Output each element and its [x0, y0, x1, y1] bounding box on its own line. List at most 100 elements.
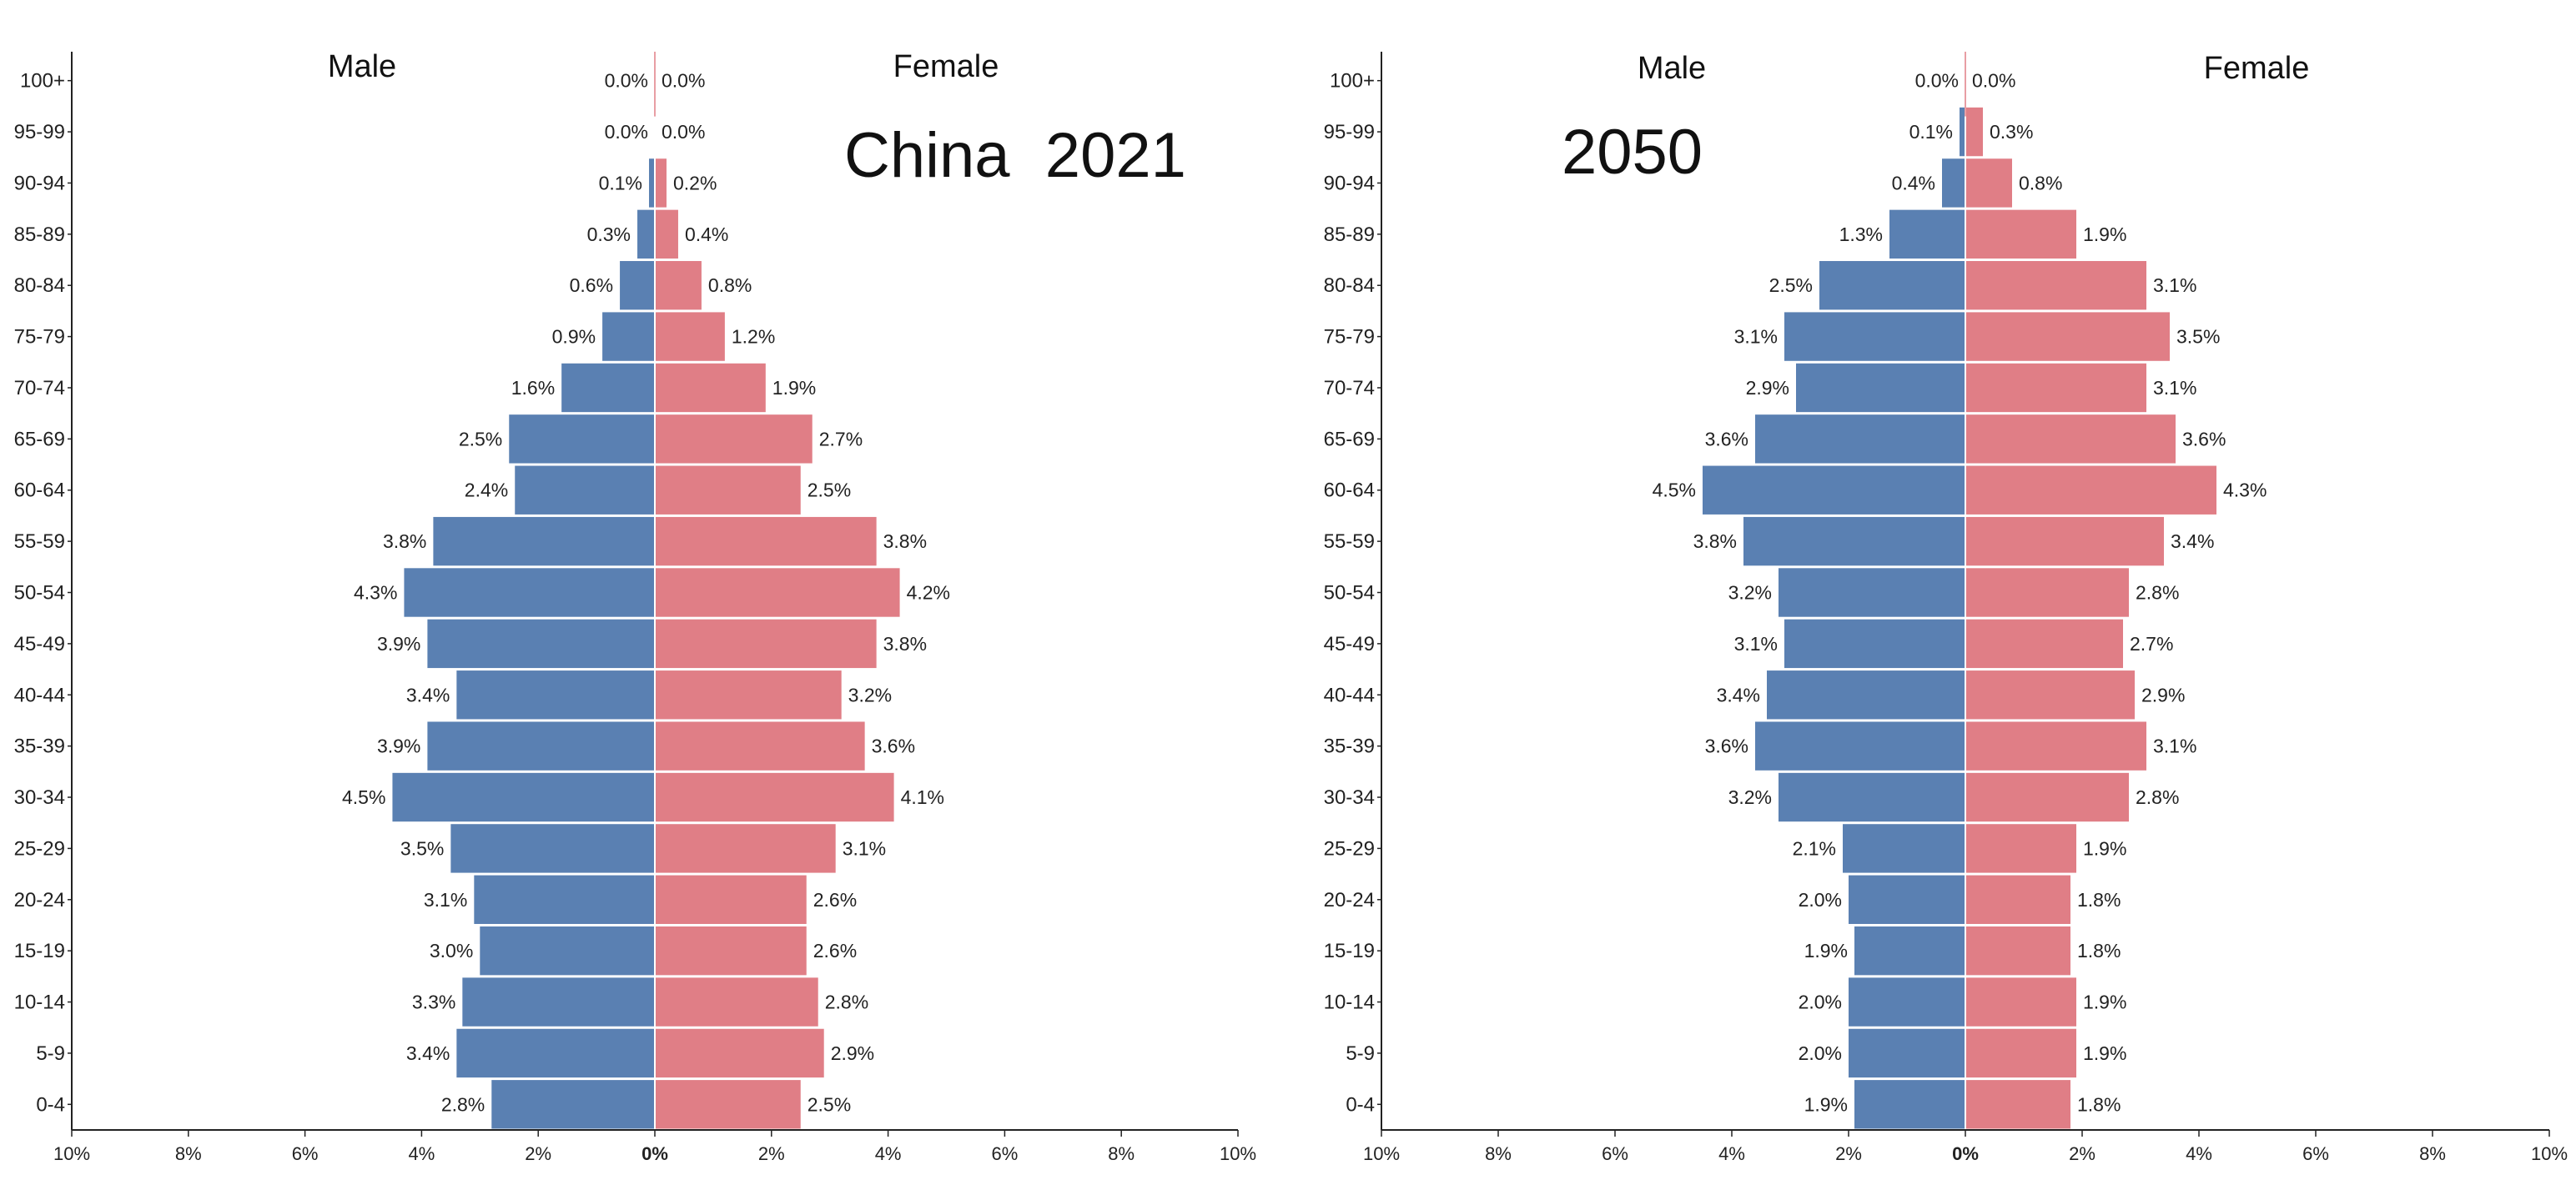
male-value-label: 2.0% — [1799, 1042, 1842, 1064]
male-value-label: 3.8% — [1693, 530, 1737, 552]
female-value-label: 1.9% — [772, 377, 816, 399]
female-value-label: 4.1% — [901, 786, 944, 808]
x-tick-label: 10% — [1220, 1143, 1256, 1164]
female-value-label: 0.4% — [685, 223, 728, 245]
age-group-label: 30-34 — [14, 786, 65, 809]
female-bar — [655, 875, 807, 924]
female-bar — [1965, 721, 2146, 771]
female-value-label: 4.2% — [907, 582, 950, 604]
female-value-label: 0.8% — [708, 274, 752, 296]
male-value-label: 3.6% — [1705, 428, 1748, 449]
x-tick-label: 4% — [875, 1143, 902, 1164]
male-bar — [1960, 107, 1965, 157]
male-value-label: 0.3% — [587, 223, 631, 245]
male-bar — [1854, 926, 1965, 976]
male-value-label: 3.5% — [400, 837, 444, 859]
male-bar — [1767, 670, 1965, 720]
male-bar — [1784, 619, 1965, 669]
female-bar — [655, 670, 842, 720]
female-bar — [655, 824, 836, 873]
male-value-label: 0.4% — [1892, 172, 1935, 193]
age-group-label: 0-4 — [1346, 1093, 1375, 1116]
female-value-label: 3.4% — [2171, 530, 2214, 552]
male-value-label: 3.3% — [412, 992, 455, 1013]
male-bar — [1784, 312, 1965, 361]
female-bar — [1965, 516, 2164, 566]
male-value-label: 3.9% — [377, 633, 420, 655]
female-value-label: 0.0% — [662, 70, 705, 92]
male-value-label: 2.5% — [459, 428, 502, 449]
male-bar — [1942, 158, 1965, 208]
age-group-label: 10-14 — [14, 992, 65, 1014]
male-bar — [1819, 261, 1965, 310]
male-bar — [620, 261, 655, 310]
female-value-label: 2.5% — [808, 1093, 851, 1115]
age-group-label: 5-9 — [1346, 1042, 1375, 1065]
age-group-label: 40-44 — [1324, 684, 1375, 706]
age-group-label: 75-79 — [14, 326, 65, 349]
female-value-label: 3.8% — [883, 530, 927, 552]
male-bar — [427, 721, 655, 771]
female-header: Female — [893, 49, 999, 84]
female-bar — [1965, 209, 2076, 259]
male-bar — [474, 875, 655, 924]
x-tick-label: 6% — [992, 1143, 1019, 1164]
female-bar — [655, 619, 877, 669]
age-group-label: 100+ — [20, 70, 65, 93]
female-bar — [655, 261, 702, 310]
male-bar — [649, 158, 655, 208]
male-value-label: 1.9% — [1804, 940, 1848, 962]
female-value-label: 3.2% — [848, 684, 892, 705]
male-bar — [561, 363, 655, 413]
male-bar — [456, 670, 655, 720]
age-group-label: 85-89 — [14, 223, 65, 246]
female-value-label: 0.2% — [673, 172, 717, 193]
male-value-label: 0.9% — [552, 326, 596, 348]
male-bar — [1889, 209, 1965, 259]
male-value-label: 3.1% — [1734, 633, 1778, 655]
female-value-label: 1.8% — [2077, 940, 2121, 962]
male-bar — [509, 414, 655, 464]
female-value-label: 1.2% — [732, 326, 775, 348]
female-value-label: 3.6% — [872, 736, 915, 757]
age-group-label: 60-64 — [1324, 480, 1375, 502]
female-bar — [655, 772, 894, 822]
female-bar — [655, 465, 801, 515]
male-value-label: 3.4% — [406, 1042, 450, 1064]
x-tick-label: 2% — [1835, 1143, 1862, 1164]
female-value-label: 3.1% — [2153, 736, 2196, 757]
male-bar — [462, 977, 655, 1027]
male-value-label: 3.2% — [1728, 582, 1772, 604]
age-group-label: 85-89 — [1324, 223, 1375, 246]
female-value-label: 2.9% — [831, 1042, 874, 1064]
female-bar — [655, 1080, 801, 1129]
female-value-label: 0.3% — [1990, 121, 2033, 143]
x-tick-label: 10% — [2531, 1143, 2568, 1164]
female-bar — [1965, 465, 2216, 515]
age-group-label: 90-94 — [1324, 172, 1375, 194]
x-tick-label: 8% — [1485, 1143, 1512, 1164]
male-value-label: 2.0% — [1799, 992, 1842, 1013]
female-value-label: 1.9% — [2083, 223, 2126, 245]
female-bar — [1965, 158, 2012, 208]
male-header: Male — [1638, 51, 1706, 86]
male-bar — [1849, 977, 1965, 1027]
x-tick-label: 4% — [2186, 1143, 2212, 1164]
female-value-label: 0.0% — [1972, 70, 2015, 92]
age-group-label: 30-34 — [1324, 786, 1375, 809]
pyramid-chart-2: 1.9% 1.8% 0-4 2.0% 1.9% 5-9 2.0% 1.9% 10-14 1.9% 1… — [1324, 51, 2568, 1164]
female-bar — [1965, 670, 2135, 720]
male-value-label: 0.1% — [599, 172, 642, 193]
male-value-label: 2.5% — [1769, 274, 1813, 296]
male-bar — [1755, 721, 1965, 771]
male-value-label: 0.0% — [605, 121, 648, 143]
male-bar — [602, 312, 655, 361]
age-group-label: 95-99 — [1324, 121, 1375, 143]
male-bar — [1849, 1028, 1965, 1078]
female-value-label: 2.8% — [2136, 786, 2179, 808]
female-bar — [1965, 363, 2146, 413]
age-group-label: 75-79 — [1324, 326, 1375, 349]
male-bar — [456, 1028, 655, 1078]
male-value-label: 3.9% — [377, 736, 420, 757]
chart-title: 2050 — [1562, 117, 1703, 188]
